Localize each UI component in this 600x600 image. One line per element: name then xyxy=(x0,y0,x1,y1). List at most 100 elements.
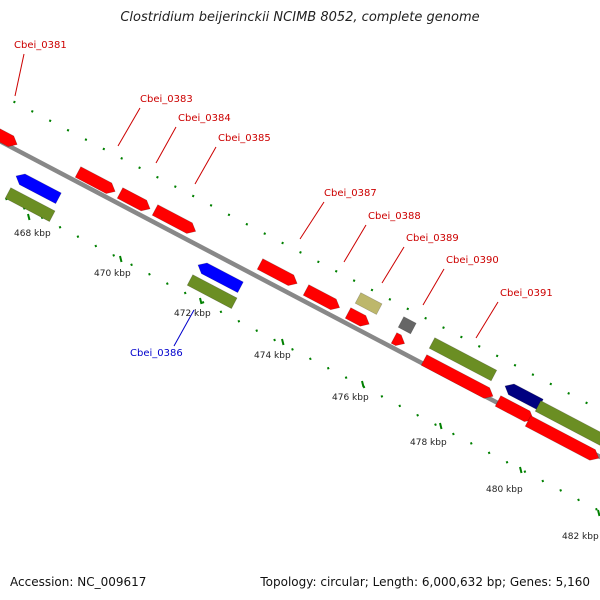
gene-arrow xyxy=(428,337,498,382)
gene-arrow xyxy=(15,173,62,205)
gene-arrow xyxy=(186,274,238,309)
ruler-dot xyxy=(309,357,312,361)
gene-arrow xyxy=(420,354,494,399)
genome-summary-text: Topology: circular; Length: 6,000,632 bp… xyxy=(260,575,590,589)
tick-label: 468 kbp xyxy=(14,229,51,239)
ruler-dot xyxy=(112,254,116,257)
ruler-dot xyxy=(567,392,570,395)
tick-label: 474 kbp xyxy=(254,351,291,361)
ruler-dot xyxy=(434,423,437,426)
ruler-dot xyxy=(352,279,356,282)
ruler-dot xyxy=(138,166,141,170)
ruler-dot xyxy=(549,382,553,386)
gene-arrow xyxy=(504,383,544,411)
ruler-dot xyxy=(183,291,187,295)
gene-arrow xyxy=(197,262,244,294)
ruler-dot xyxy=(317,260,320,264)
gene-label[interactable]: Cbei_0387 xyxy=(324,188,377,199)
ruler-dot xyxy=(469,442,473,445)
ruler-dot xyxy=(263,232,267,235)
gene-label[interactable]: Cbei_0383 xyxy=(140,94,193,105)
ruler-dot xyxy=(406,307,410,311)
ruler-dot xyxy=(191,194,195,198)
gene-arrow xyxy=(74,166,116,194)
gene-label[interactable]: Cbei_0388 xyxy=(368,211,421,222)
outer-dotted-ruler xyxy=(13,100,588,405)
tick-label: 478 kbp xyxy=(410,438,447,448)
ruler-dot xyxy=(326,366,330,370)
tick-label: 476 kbp xyxy=(332,393,369,403)
ruler-dot xyxy=(173,185,177,188)
ruler-dot xyxy=(30,110,34,113)
ruler-dot xyxy=(209,204,213,207)
gene-arrow xyxy=(524,415,600,461)
gene-arrow xyxy=(116,187,151,212)
tick-label: 482 kbp xyxy=(562,532,599,542)
callout-line xyxy=(475,301,499,339)
ruler-dot xyxy=(505,460,509,464)
accession-text: Accession: NC_009617 xyxy=(10,575,147,589)
gene-label[interactable]: Cbei_0381 xyxy=(14,40,67,51)
map-title: Clostridium beijerinckii NCIMB 8052, com… xyxy=(120,10,480,25)
ruler-dot xyxy=(398,404,402,408)
inner-dotted-ruler xyxy=(5,197,598,511)
ruler-dot xyxy=(227,213,231,217)
gene-arrow xyxy=(4,187,56,222)
tick-mark xyxy=(119,255,123,263)
ruler-dot xyxy=(577,498,580,502)
ruler-dot xyxy=(595,507,598,511)
ruler-dot xyxy=(102,147,106,151)
callout-line xyxy=(117,107,141,147)
ruler-dot xyxy=(94,244,98,248)
tick-labels: 468 kbp 470 kbp 472 kbp 474 kbp 476 kbp 478 k… xyxy=(14,213,600,542)
gene-label[interactable]: Cbei_0386 xyxy=(130,348,183,359)
ruler-dot xyxy=(388,298,392,301)
ruler-dot xyxy=(495,354,499,358)
ruler-dot xyxy=(585,401,588,405)
tick-label: 480 kbp xyxy=(486,485,523,495)
callout-line xyxy=(381,246,405,284)
gene-label[interactable]: Cbei_0389 xyxy=(406,233,459,244)
tick-mark xyxy=(281,338,285,346)
ruler-dot xyxy=(120,157,124,160)
ruler-dot xyxy=(245,222,249,226)
ruler-dot xyxy=(452,432,455,436)
ruler-dot xyxy=(273,338,276,342)
ruler-dot xyxy=(84,138,88,141)
tick-label: 472 kbp xyxy=(174,309,211,319)
gene-label[interactable]: Cbei_0390 xyxy=(446,255,499,266)
gene-features xyxy=(0,119,600,461)
ruler-dot xyxy=(291,348,294,351)
callout-line xyxy=(422,268,445,306)
gene-arrow xyxy=(0,119,18,147)
ruler-dot xyxy=(299,251,302,254)
ruler-dot xyxy=(531,373,535,376)
ruler-dot xyxy=(219,310,223,314)
ruler-dot xyxy=(165,282,169,285)
gene-arrow xyxy=(397,316,417,335)
tick-mark xyxy=(597,509,600,517)
callout-line xyxy=(299,201,325,240)
ruler-dot xyxy=(460,335,463,339)
ruler-dot xyxy=(334,269,338,273)
gene-label[interactable]: Cbei_0391 xyxy=(500,288,553,299)
ruler-dot xyxy=(541,479,545,483)
gene-label[interactable]: Cbei_0384 xyxy=(178,113,231,124)
tick-mark xyxy=(361,380,365,388)
ruler-dot xyxy=(281,241,284,245)
ruler-dot xyxy=(76,235,80,238)
gene-arrow xyxy=(344,307,370,327)
ruler-dot xyxy=(255,329,259,332)
gene-arrow xyxy=(256,258,298,286)
ruler-dot xyxy=(523,470,527,473)
ruler-dot xyxy=(201,301,205,304)
tick-mark xyxy=(27,213,31,221)
tick-mark xyxy=(439,422,443,430)
ruler-dot xyxy=(66,128,70,132)
ruler-dot xyxy=(13,100,16,104)
callout-line xyxy=(343,224,367,263)
ruler-dot xyxy=(416,413,419,417)
tick-label: 470 kbp xyxy=(94,269,131,279)
gene-label[interactable]: Cbei_0385 xyxy=(218,133,271,144)
